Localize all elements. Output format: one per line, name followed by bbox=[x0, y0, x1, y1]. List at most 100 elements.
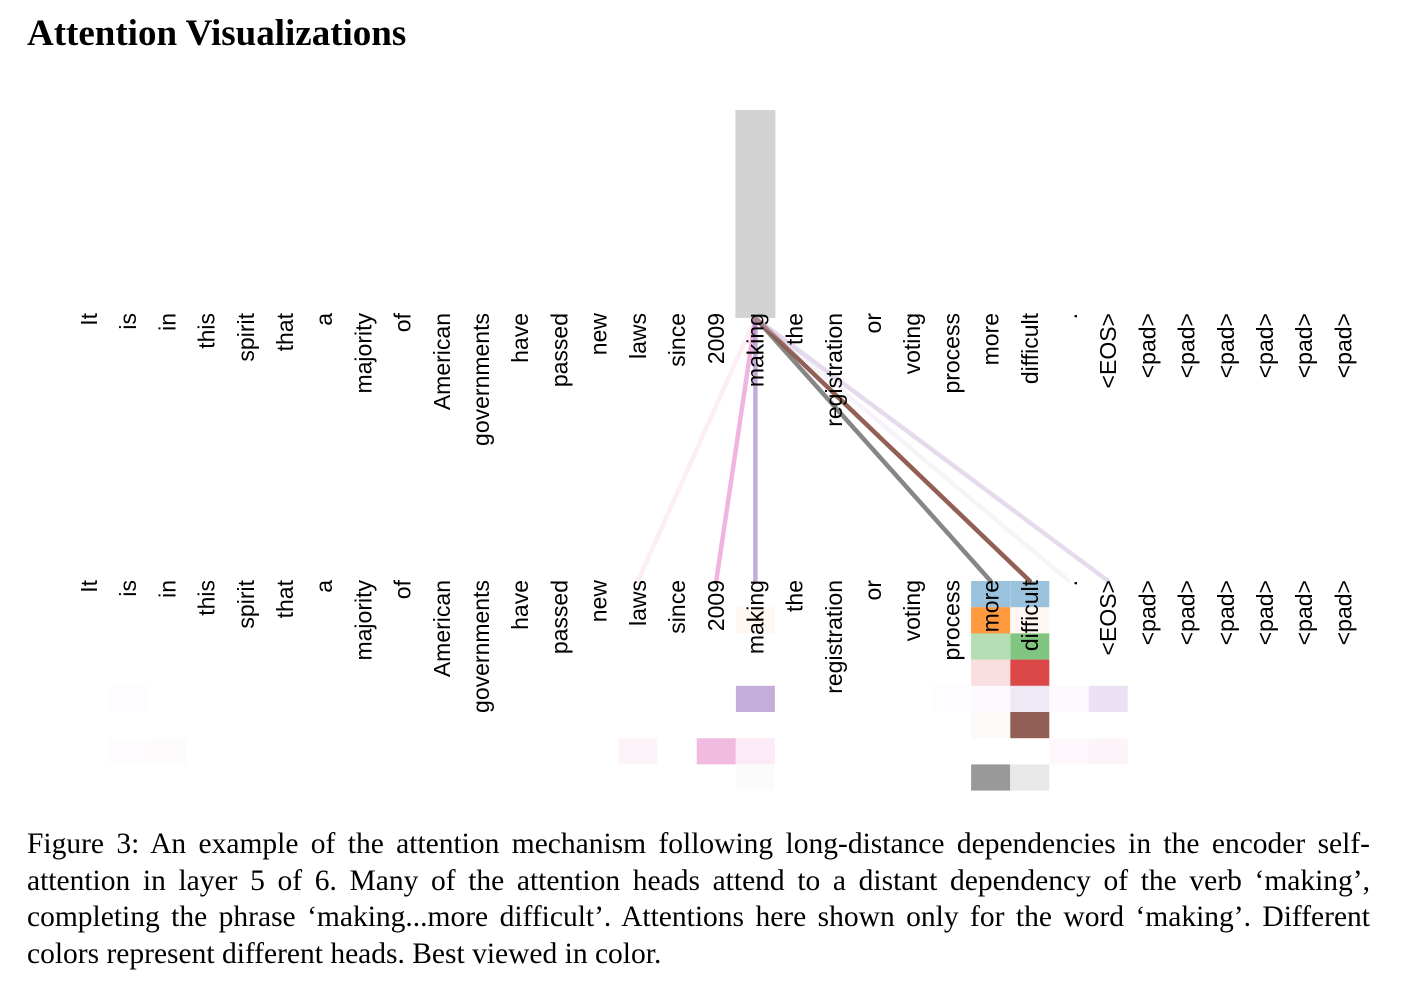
source-token: in bbox=[154, 313, 180, 331]
source-token: or bbox=[860, 313, 886, 334]
target-token: It bbox=[76, 579, 102, 592]
attention-cell-head-5 bbox=[1010, 685, 1050, 712]
source-token: since bbox=[664, 313, 690, 367]
target-token: making bbox=[742, 580, 768, 654]
attention-cell-head-2 bbox=[735, 607, 775, 634]
target-token: 2009 bbox=[703, 580, 729, 631]
attention-cell-head-8 bbox=[1010, 764, 1050, 791]
attention-figure: It is in this spirit that a majority of American g… bbox=[0, 100, 1416, 820]
attention-cell-head-4 bbox=[971, 659, 1011, 686]
target-token: of bbox=[390, 579, 416, 599]
target-token: more bbox=[978, 580, 1004, 632]
attention-cell-head-7 bbox=[148, 738, 187, 764]
target-token: <pad> bbox=[1134, 580, 1160, 645]
attention-line bbox=[753, 315, 1072, 584]
source-token: is bbox=[115, 313, 141, 330]
source-token: the bbox=[782, 313, 808, 345]
target-token: have bbox=[507, 580, 533, 630]
section-title: Attention Visualizations bbox=[27, 13, 407, 54]
target-token: is bbox=[115, 580, 141, 597]
target-token: governments bbox=[468, 580, 494, 713]
attention-cell-head-5 bbox=[109, 686, 148, 712]
source-token: have bbox=[507, 313, 533, 363]
target-token: <pad> bbox=[1252, 580, 1278, 645]
attention-line bbox=[753, 315, 1033, 584]
source-token: American bbox=[429, 313, 455, 410]
source-token: spirit bbox=[233, 312, 259, 361]
attention-cell-head-1 bbox=[971, 581, 1011, 608]
source-token: majority bbox=[350, 313, 376, 394]
source-token: <pad> bbox=[1330, 313, 1356, 378]
attention-cell-head-5 bbox=[932, 686, 971, 712]
source-token: a bbox=[311, 313, 337, 326]
attention-cell-head-8 bbox=[971, 764, 1011, 791]
attention-cell-head-7 bbox=[735, 738, 775, 765]
source-token: voting bbox=[899, 313, 925, 374]
attention-visualization: It is in this spirit that a majority of American g… bbox=[76, 110, 1356, 791]
source-token: laws bbox=[625, 313, 651, 359]
target-token: American bbox=[429, 580, 455, 677]
source-token: registration bbox=[821, 313, 847, 427]
source-token: <pad> bbox=[1252, 313, 1278, 378]
target-token: <EOS> bbox=[1095, 580, 1121, 655]
attention-cell-head-3 bbox=[1010, 633, 1050, 660]
target-token: difficult bbox=[1017, 579, 1043, 651]
target-token: that bbox=[272, 579, 298, 618]
target-token: <pad> bbox=[1213, 580, 1239, 645]
source-token: making bbox=[742, 313, 768, 387]
source-token: <pad> bbox=[1174, 313, 1200, 378]
source-token: process bbox=[938, 313, 964, 394]
source-token: <pad> bbox=[1134, 313, 1160, 378]
attention-cell-head-7 bbox=[109, 738, 148, 764]
attention-cell-head-6 bbox=[971, 712, 1010, 738]
target-token: registration bbox=[821, 580, 847, 694]
target-token: or bbox=[860, 580, 886, 601]
source-token: more bbox=[978, 313, 1004, 365]
source-token: governments bbox=[468, 313, 494, 446]
source-token: difficult bbox=[1017, 312, 1043, 384]
target-token: in bbox=[154, 580, 180, 598]
attention-line bbox=[753, 315, 993, 584]
attention-cell-head-4 bbox=[1010, 659, 1050, 686]
source-token: new bbox=[586, 313, 612, 356]
source-token: of bbox=[390, 312, 416, 332]
attention-cell-head-7 bbox=[1049, 738, 1089, 765]
source-token: <pad> bbox=[1213, 313, 1239, 378]
attention-cell-head-5 bbox=[971, 686, 1010, 712]
attention-line bbox=[713, 315, 758, 584]
attention-cell-head-7 bbox=[696, 738, 736, 765]
source-token: It bbox=[76, 312, 102, 325]
attention-cell-head-5 bbox=[1088, 685, 1128, 712]
source-token: . bbox=[1056, 313, 1082, 319]
target-token: since bbox=[664, 580, 690, 634]
attention-cell-head-7 bbox=[1088, 738, 1128, 765]
attention-line bbox=[753, 315, 1111, 584]
target-token: this bbox=[194, 580, 220, 616]
attention-cell-head-5 bbox=[1050, 686, 1089, 712]
target-token: majority bbox=[350, 580, 376, 661]
source-token: 2009 bbox=[703, 313, 729, 364]
query-token-highlight bbox=[735, 110, 776, 318]
target-token: <pad> bbox=[1291, 580, 1317, 645]
target-token: spirit bbox=[233, 579, 259, 628]
target-token: a bbox=[311, 580, 337, 593]
attention-cell-head-6 bbox=[1010, 712, 1050, 739]
source-token: this bbox=[194, 313, 220, 349]
attention-cell-head-2 bbox=[971, 607, 1011, 634]
attention-cell-head-7 bbox=[618, 738, 658, 765]
target-token: . bbox=[1056, 580, 1082, 586]
attention-cell-head-8 bbox=[736, 764, 775, 790]
target-token: <pad> bbox=[1174, 580, 1200, 645]
target-token: voting bbox=[899, 580, 925, 641]
target-token: new bbox=[586, 580, 612, 623]
attention-cell-head-1 bbox=[1010, 581, 1050, 608]
target-token: the bbox=[782, 580, 808, 612]
source-token: that bbox=[272, 312, 298, 351]
figure-caption: Figure 3: An example of the attention me… bbox=[27, 828, 1370, 970]
target-token: process bbox=[938, 580, 964, 661]
source-token: passed bbox=[546, 313, 572, 387]
attention-line bbox=[635, 315, 758, 584]
target-token: laws bbox=[625, 580, 651, 626]
attention-cell-head-5 bbox=[735, 685, 775, 712]
source-token: <pad> bbox=[1291, 313, 1317, 378]
